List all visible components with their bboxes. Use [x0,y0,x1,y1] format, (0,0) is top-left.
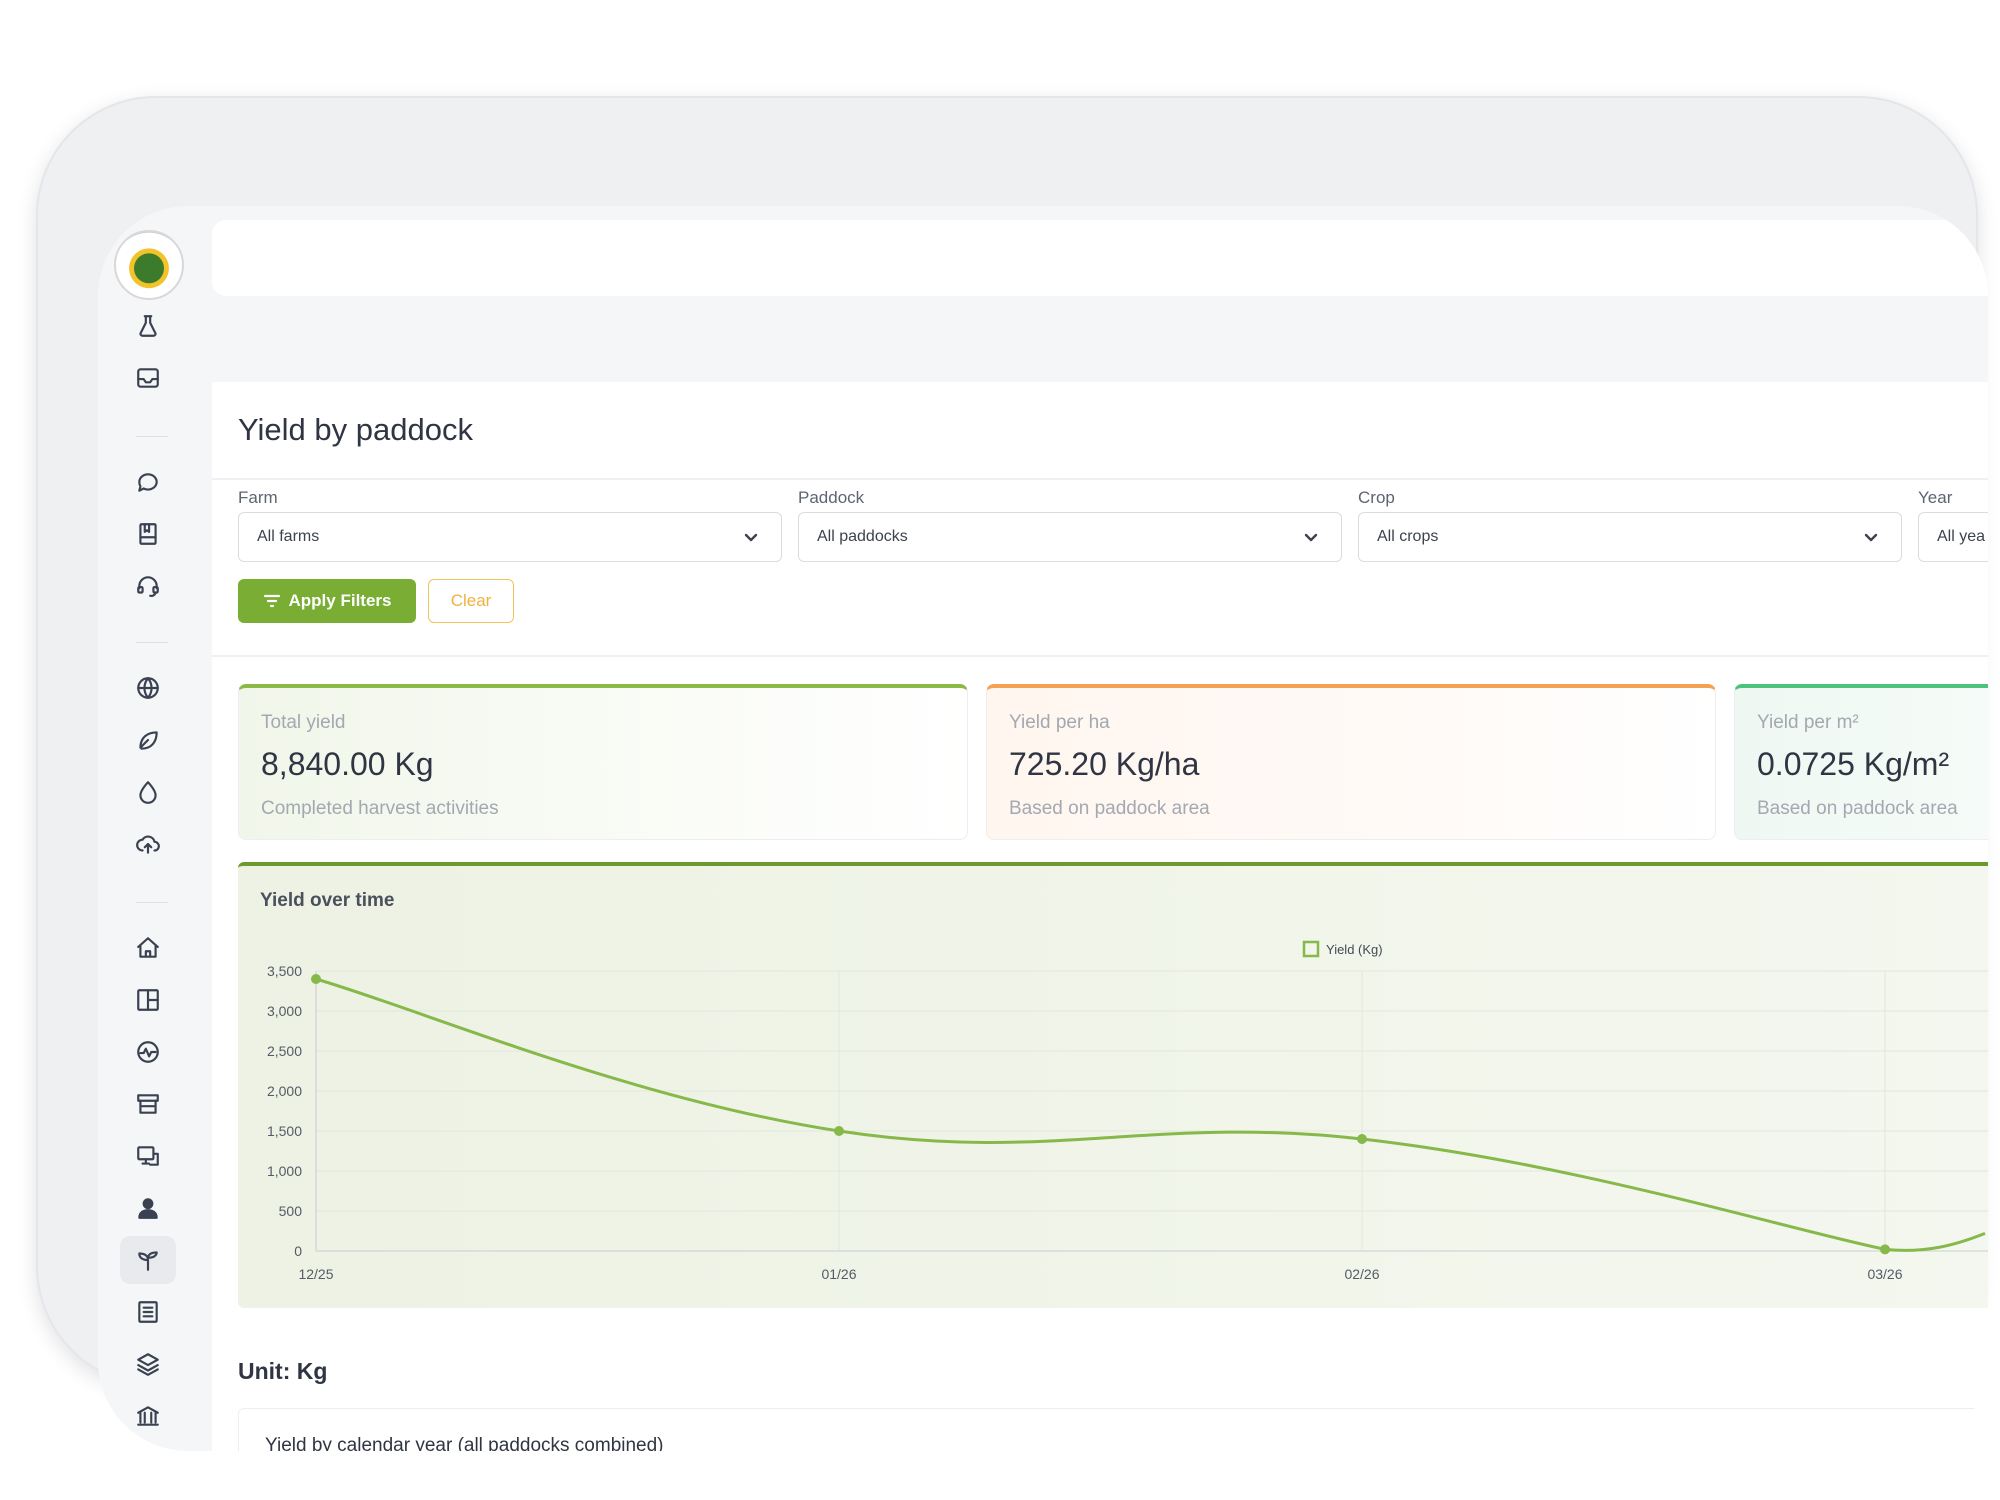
paddock-filter-label: Paddock [798,488,865,507]
y-tick-label: 0 [294,1243,302,1259]
main-panel: Yield by paddock Farm All farms Paddock … [212,382,1988,1451]
sprout-icon[interactable] [120,1236,176,1284]
year-select[interactable]: All yea [1918,512,1988,562]
farm-select-value: All farms [257,528,320,545]
monitor-icon[interactable] [124,1136,172,1176]
archive-icon[interactable] [124,1084,172,1124]
crop-filter-label: Crop [1358,488,1395,507]
year-select-value: All yea [1937,528,1986,545]
data-point [311,974,321,984]
nav-divider [136,902,168,903]
legend-swatch [1302,940,1320,958]
y-tick-label: 3,500 [267,963,302,979]
y-tick-label: 2,000 [267,1083,302,1099]
data-point [1357,1134,1367,1144]
x-tick-label: 03/26 [1867,1266,1902,1282]
leaf-icon[interactable] [124,720,172,760]
list-icon[interactable] [124,1292,172,1332]
legend-label: Yield (Kg) [1326,942,1383,957]
apply-filters-button[interactable]: Apply Filters [238,579,416,623]
y-tick-label: 2,500 [267,1043,302,1059]
top-header [212,220,1988,296]
filter-icon [263,594,280,608]
stat-value: 0.0725 Kg/m² [1757,746,1950,782]
stat-subtitle: Completed harvest activities [261,798,499,819]
book-icon[interactable] [124,514,172,554]
globe-icon[interactable] [124,668,172,708]
chat-icon[interactable] [124,462,172,502]
crop-select[interactable]: All crops [1358,512,1902,562]
clear-button[interactable]: Clear [428,579,514,623]
crop-select-value: All crops [1377,528,1439,545]
series-line [315,977,1986,1252]
activity-icon[interactable] [124,1032,172,1072]
inbox-icon[interactable] [124,358,172,398]
divider [212,478,1988,480]
page-title: Yield by paddock [238,412,473,447]
y-tick-label: 500 [279,1203,303,1219]
paddock-select-value: All paddocks [817,528,908,545]
stat-label: Total yield [261,712,346,733]
clear-label: Clear [450,591,492,610]
logo [114,230,184,300]
yield-over-time-chart-card: Yield over time 0 500 1,000 1,500 2,000 2,500… [238,862,1988,1308]
farm-filter-label: Farm [238,488,278,507]
nav-divider [136,436,168,437]
calendar-year-card: Yield by calendar year (all paddocks com… [238,1408,1988,1451]
chevron-down-icon [743,529,759,545]
layers-icon[interactable] [124,1344,172,1384]
farm-select[interactable]: All farms [238,512,782,562]
home-icon[interactable] [124,928,172,968]
stat-label: Yield per m² [1757,712,1859,733]
stat-value: 8,840.00 Kg [261,746,434,782]
x-tick-label: 12/25 [298,1266,333,1282]
stat-subtitle: Based on paddock area [1009,798,1210,819]
flask-icon[interactable] [124,306,172,346]
droplet-icon[interactable] [124,772,172,812]
stat-subtitle: Based on paddock area [1757,798,1958,819]
chevron-down-icon [1863,529,1879,545]
stat-value: 725.20 Kg/ha [1009,746,1200,782]
bank-icon[interactable] [124,1396,172,1436]
sidebar [98,206,212,1451]
data-point [1880,1244,1890,1255]
data-point [834,1126,844,1136]
nav-divider [136,642,168,643]
unit-label: Unit: Kg [238,1358,328,1384]
line-chart: 0 500 1,000 1,500 2,000 2,500 3,000 3,500 12/25 0… [267,940,1988,1282]
user-icon[interactable] [124,1188,172,1228]
chevron-down-icon [1303,529,1319,545]
year-filter-label: Year [1918,488,1953,507]
device-frame: Yield by paddock Farm All farms Paddock … [36,96,1988,1451]
x-tick-label: 01/26 [821,1266,856,1282]
x-tick-label: 02/26 [1344,1266,1379,1282]
y-tick-label: 1,000 [267,1163,302,1179]
app-screen: Yield by paddock Farm All farms Paddock … [98,206,1988,1451]
y-tick-label: 3,000 [267,1003,302,1019]
y-tick-label: 1,500 [267,1123,302,1139]
chart-title: Yield over time [260,890,395,911]
yield-per-ha-card: Yield per ha 725.20 Kg/ha Based on paddo… [986,684,1716,840]
cloud-upload-icon[interactable] [124,824,172,864]
calendar-year-title: Yield by calendar year (all paddocks com… [265,1435,664,1451]
layout-icon[interactable] [124,980,172,1020]
apply-filters-label: Apply Filters [288,591,392,610]
yield-per-m2-card: Yield per m² 0.0725 Kg/m² Based on paddo… [1734,684,1988,840]
support-icon[interactable] [124,566,172,606]
divider [212,655,1988,657]
paddock-select[interactable]: All paddocks [798,512,1342,562]
stat-label: Yield per ha [1009,712,1110,733]
total-yield-card: Total yield 8,840.00 Kg Completed harves… [238,684,968,840]
